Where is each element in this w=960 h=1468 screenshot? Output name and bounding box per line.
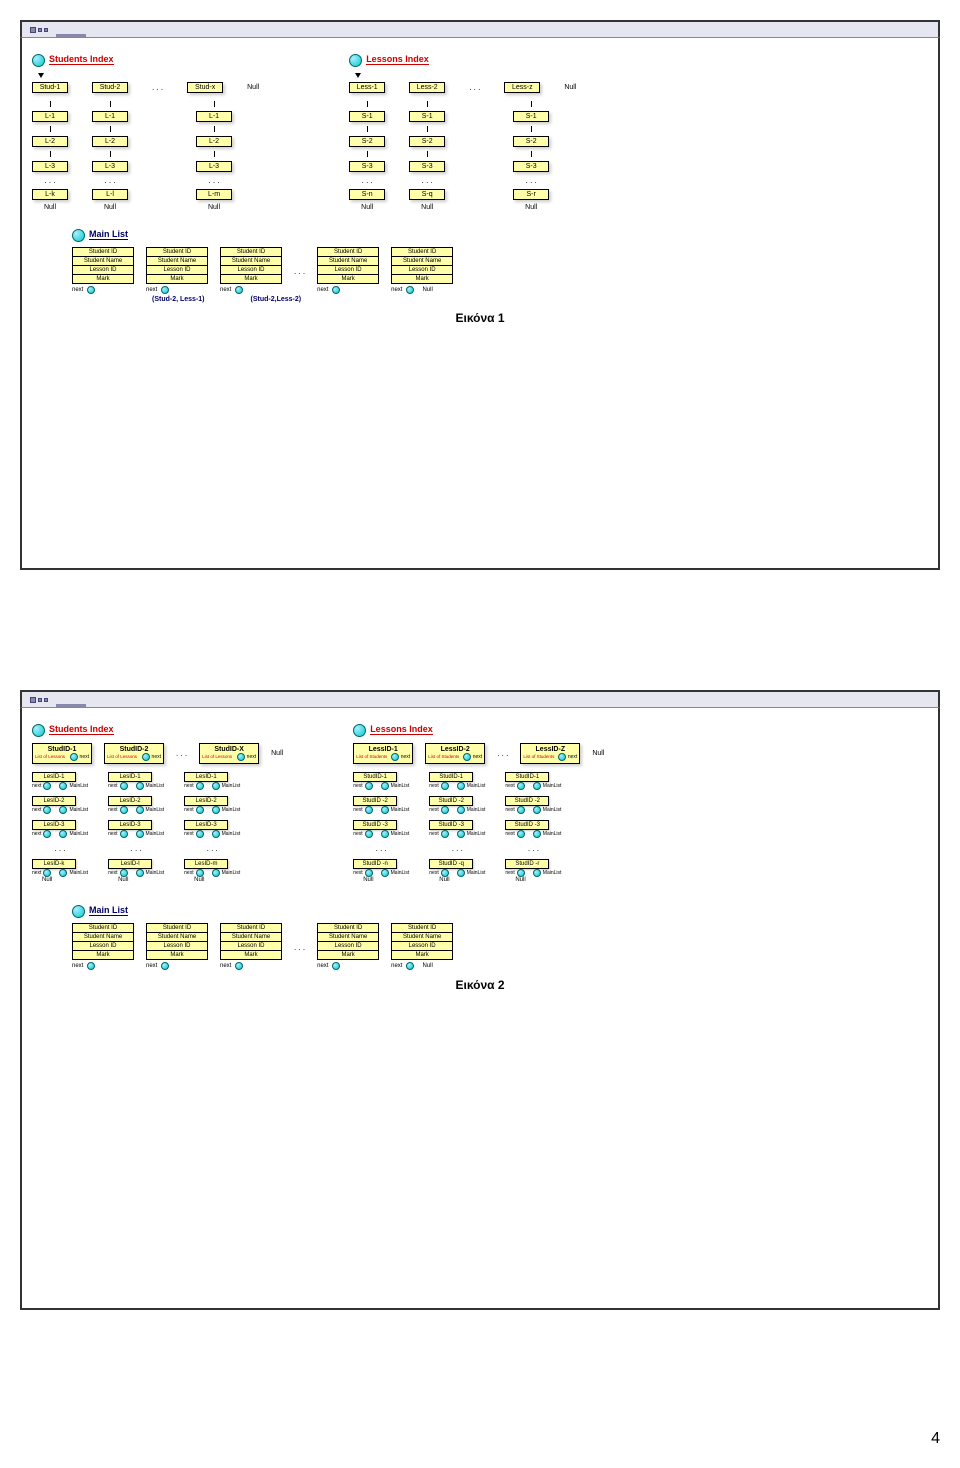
less-head-z: Less-z (504, 82, 540, 93)
main-list-records: Student IDStudent NameLesson IDMarknext S… (72, 248, 928, 294)
page-header-2 (20, 690, 940, 708)
students-index-ball (32, 54, 45, 67)
record-card: Student IDStudent NameLesson IDMarknextN… (391, 924, 453, 970)
chain-node: LesID-knextMainListNull (32, 859, 88, 883)
main-list-ball (72, 229, 85, 242)
chain-node: LesID-mnextMainListNull (184, 859, 240, 883)
record-card: Student IDStudent NameLesson IDMarknext (146, 924, 208, 970)
chain-node: StudID -2nextMainList (505, 796, 561, 814)
chain-node: LesID-2nextMainList (108, 796, 164, 814)
stud-head-1: Stud-1 (32, 82, 68, 93)
index-head-box: StudID-1List of Lessonsnext (32, 743, 92, 764)
chain-node: StudID -2nextMainList (353, 796, 409, 814)
chain-node: LesID-1nextMainList (184, 772, 240, 790)
record-card: Student IDStudent NameLesson IDMarknext (220, 248, 282, 294)
lessons-index-ball (349, 54, 362, 67)
chain-node: StudID -2nextMainList (429, 796, 485, 814)
index-head-box: StudID-2List of Lessonsnext (104, 743, 164, 764)
index-head-box: LessID-1List of Studentsnext (353, 743, 413, 764)
diagram-2-caption: Εικόνα 2 (32, 978, 928, 992)
lessons-index-group-2: Lessons Index LessID-1List of Studentsne… (353, 724, 604, 883)
chain-node: StudID -3nextMainList (429, 820, 485, 838)
index-head-box: LessID-ZList of Studentsnext (520, 743, 580, 764)
chain-node: LesID-3nextMainList (184, 820, 240, 838)
lessons-index-label: Lessons Index (366, 54, 429, 65)
page-header (20, 20, 940, 38)
chain-node: LesID-1nextMainList (32, 772, 88, 790)
students-index-label: Students Index (49, 54, 114, 65)
diagram-1-caption: Εικόνα 1 (32, 311, 928, 325)
students-index-group: Students Index Stud-1 Stud-2 . . . Stud-… (32, 54, 259, 211)
index-head-box: LessID-2List of Studentsnext (425, 743, 485, 764)
record-card: Student IDStudent NameLesson IDMarknext (146, 248, 208, 294)
stud-head-x: Stud-x (187, 82, 223, 93)
record-card: Student IDStudent NameLesson IDMarknext (220, 924, 282, 970)
main-list-section-2: Main List Student IDStudent NameLesson I… (72, 905, 928, 970)
less-head-1: Less-1 (349, 82, 385, 93)
chain-node: StudID -3nextMainList (505, 820, 561, 838)
less-head-2: Less-2 (409, 82, 445, 93)
chain-node: LesID-1nextMainList (108, 772, 164, 790)
chain-node: LesID-3nextMainList (108, 820, 164, 838)
diagram-1-page: Students Index Stud-1 Stud-2 . . . Stud-… (20, 20, 940, 570)
diagram-2-page: Students Index StudID-1List of Lessonsne… (20, 690, 940, 1310)
stud-head-2: Stud-2 (92, 82, 128, 93)
main-list-label: Main List (89, 229, 128, 240)
record-card: Student IDStudent NameLesson IDMarknext (317, 924, 379, 970)
record-card: Student IDStudent NameLesson IDMarknext (72, 248, 134, 294)
record-card: Student IDStudent NameLesson IDMarknextN… (391, 248, 453, 294)
chain-node: LesID-lnextMainListNull (108, 859, 164, 883)
annotation-2: (Stud-2,Less-2) (251, 296, 302, 303)
chain-node: StudID -qnextMainListNull (429, 859, 485, 883)
chain-node: StudID-1nextMainList (353, 772, 409, 790)
students-index-group-2: Students Index StudID-1List of Lessonsne… (32, 724, 283, 883)
chain-node: StudID -rnextMainListNull (505, 859, 561, 883)
chain-node: LesID-2nextMainList (184, 796, 240, 814)
chain-node: LesID-2nextMainList (32, 796, 88, 814)
index-head-box: StudID-XList of Lessonsnext (199, 743, 259, 764)
main-list-section: Main List Student IDStudent NameLesson I… (72, 229, 928, 303)
record-card: Student IDStudent NameLesson IDMarknext (317, 248, 379, 294)
record-card: Student IDStudent NameLesson IDMarknext (72, 924, 134, 970)
chain-node: LesID-3nextMainList (32, 820, 88, 838)
annotation-1: (Stud-2, Less-1) (152, 296, 205, 303)
lessons-index-group: Lessons Index Less-1 Less-2 . . . Less-z… (349, 54, 576, 211)
chain-node: StudID-1nextMainList (505, 772, 561, 790)
chain-node: StudID-1nextMainList (429, 772, 485, 790)
chain-node: StudID -nnextMainListNull (353, 859, 409, 883)
chain-node: StudID -3nextMainList (353, 820, 409, 838)
page-number: 4 (20, 1430, 940, 1448)
